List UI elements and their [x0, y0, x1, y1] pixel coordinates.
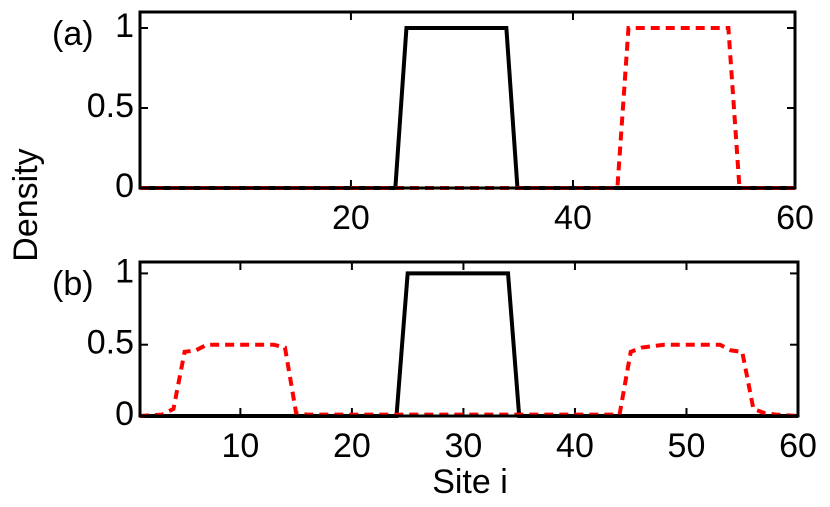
- y-tick-label: 0.5: [87, 87, 134, 125]
- y-tick-label: 0.5: [87, 324, 134, 362]
- panel-label: (a): [52, 15, 94, 53]
- y-tick-label: 0: [115, 167, 134, 205]
- x-tick-label: 60: [779, 427, 817, 465]
- panel-label: (b): [52, 265, 94, 303]
- plot-frame: [138, 10, 797, 190]
- data-line: [139, 342, 799, 418]
- y-axis-label: Density: [7, 148, 45, 261]
- x-tick-label: 40: [554, 199, 592, 237]
- x-tick-label: 20: [333, 427, 371, 465]
- x-tick-label: 10: [221, 427, 259, 465]
- x-tick-label: 60: [776, 199, 814, 237]
- x-tick-label: 50: [668, 427, 706, 465]
- x-tick-label: 40: [556, 427, 594, 465]
- y-tick-label: 0: [115, 395, 134, 433]
- y-tick-label: 1: [115, 7, 134, 45]
- plot-frame: [138, 260, 800, 418]
- x-tick-label: 30: [445, 427, 483, 465]
- y-tick-label: 1: [115, 252, 134, 290]
- data-line: [140, 26, 795, 190]
- data-line: [140, 271, 798, 418]
- x-axis-label: Site i: [432, 463, 508, 501]
- x-tick-label: 20: [332, 199, 370, 237]
- data-line: [140, 26, 795, 190]
